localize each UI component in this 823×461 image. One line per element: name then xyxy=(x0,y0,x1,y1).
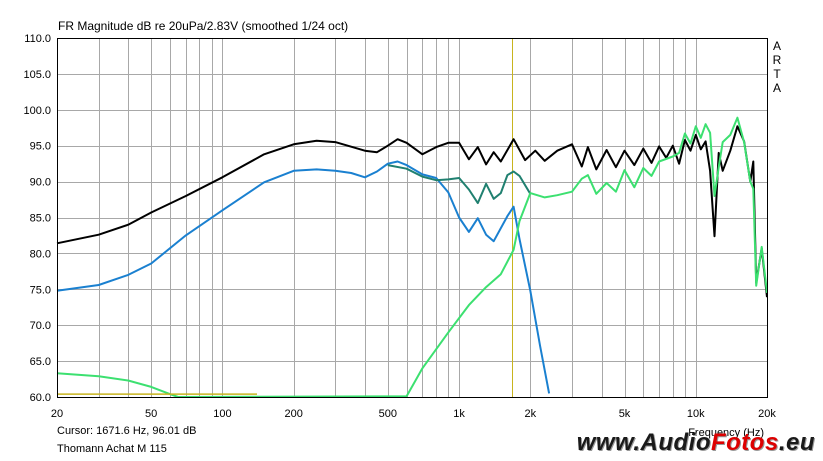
y-tick-label: 80.0 xyxy=(30,248,51,260)
x-tick-label: 5k xyxy=(619,408,631,420)
cursor-readout: Cursor: 1671.6 Hz, 96.01 dB xyxy=(57,425,197,437)
series-line-3 xyxy=(387,164,532,205)
chart-grid xyxy=(57,38,768,398)
plot-frame xyxy=(57,38,768,398)
y-tick-labels: 60.0 65.0 70.0 75.0 80.0 85.0 90.0 95.0 100.0 105… xyxy=(23,33,51,404)
x-tick-label: 20k xyxy=(758,408,776,420)
y-tick-label: 75.0 xyxy=(30,284,51,296)
series-line-2 xyxy=(56,160,551,394)
watermark-name-a: Audio xyxy=(640,429,711,456)
x-tick-label: 2k xyxy=(525,408,537,420)
x-tick-label: 100 xyxy=(213,408,231,420)
side-letter: A xyxy=(773,39,781,53)
y-tick-label: 65.0 xyxy=(30,356,51,368)
device-name: Thomann Achat M 115 xyxy=(57,443,167,455)
y-tick-label: 105.0 xyxy=(23,69,51,81)
x-tick-label: 50 xyxy=(145,408,157,420)
x-tick-labels: 20 50 100 200 500 1k 2k 5k 10k 20k xyxy=(51,408,776,420)
side-letter: R xyxy=(773,53,782,67)
x-tick-label: 200 xyxy=(284,408,302,420)
watermark-name-b: Fotos xyxy=(710,429,779,456)
chart-title: FR Magnitude dB re 20uPa/2.83V (smoothed… xyxy=(58,19,348,33)
x-tick-label: 500 xyxy=(379,408,397,420)
side-letter: A xyxy=(773,81,781,95)
y-tick-label: 95.0 xyxy=(30,141,51,153)
watermark-prefix: www. xyxy=(576,429,641,456)
side-letter: T xyxy=(773,67,781,81)
x-tick-label: 20 xyxy=(51,408,63,420)
y-tick-label: 100.0 xyxy=(23,105,51,117)
y-tick-label: 70.0 xyxy=(30,320,51,332)
series-line-4 xyxy=(56,116,768,398)
y-tick-label: 110.0 xyxy=(24,33,51,45)
chart-series xyxy=(56,38,768,398)
series-line-1 xyxy=(56,125,768,298)
x-tick-label: 10k xyxy=(687,408,705,420)
watermark-suffix: .eu xyxy=(778,429,815,456)
y-tick-label: 90.0 xyxy=(30,177,51,189)
x-tick-label: 1k xyxy=(453,408,465,420)
y-tick-label: 85.0 xyxy=(30,213,51,225)
y-tick-label: 60.0 xyxy=(30,392,51,404)
x-axis-label: Frequency (Hz) xyxy=(688,427,764,439)
audiofotos-watermark: www.AudioFotos.eu xyxy=(577,429,815,457)
